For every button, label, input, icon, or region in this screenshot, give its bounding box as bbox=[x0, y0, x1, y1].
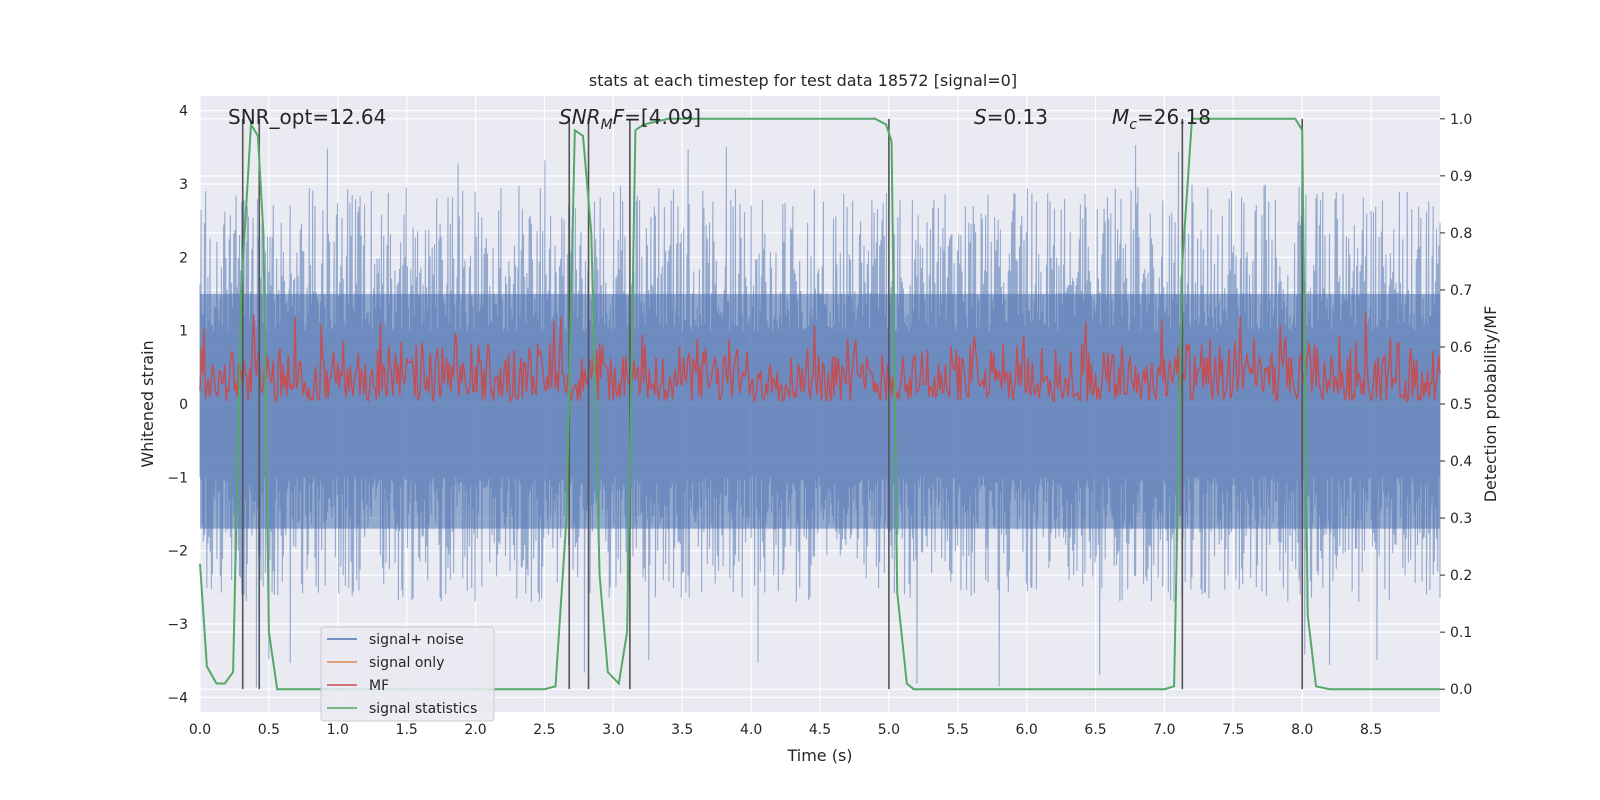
y-left-tick-label: 3 bbox=[179, 177, 188, 193]
series-mf bbox=[199, 312, 1441, 404]
signal-statistics-line bbox=[199, 117, 1440, 691]
x-tick-label: 6.5 bbox=[1084, 722, 1106, 738]
annotation-mc-sub: c bbox=[1129, 117, 1137, 133]
x-tick-label: 0.0 bbox=[189, 722, 211, 738]
x-tick-label: 5.5 bbox=[947, 722, 969, 738]
x-tick-label: 3.0 bbox=[602, 722, 624, 738]
legend-label-mf: MF bbox=[369, 678, 389, 694]
y-right-axis-ticks: 0.0 0.1 0.2 0.3 0.4 0.5 0.6 0.7 0.8 0.9 1.0 bbox=[1440, 112, 1472, 698]
annotation-s: S=0.13 bbox=[974, 105, 1048, 129]
y-right-tick-label: 0.9 bbox=[1450, 169, 1472, 185]
legend-label-signal-noise: signal+ noise bbox=[369, 632, 464, 648]
y-left-axis-label: Whitened strain bbox=[138, 340, 157, 467]
annotation-s-label: S bbox=[974, 105, 987, 129]
x-tick-label: 4.5 bbox=[809, 722, 831, 738]
y-right-tick-label: 0.1 bbox=[1450, 625, 1472, 641]
legend: signal+ noise signal only MF signal stat… bbox=[320, 626, 495, 722]
x-tick-label: 7.0 bbox=[1153, 722, 1175, 738]
vertical-markers bbox=[241, 118, 1304, 690]
y-right-tick-label: 0.2 bbox=[1450, 568, 1472, 584]
annotation-snr-mf-tail: F bbox=[613, 105, 625, 129]
mf-line bbox=[199, 312, 1441, 404]
annotation-mc-label: M bbox=[1112, 105, 1129, 129]
legend-frame bbox=[320, 626, 495, 722]
y-right-tick-label: 0.5 bbox=[1450, 397, 1472, 413]
y-right-tick-label: 0.4 bbox=[1450, 454, 1472, 470]
x-tick-label: 0.5 bbox=[258, 722, 280, 738]
x-tick-label: 1.0 bbox=[327, 722, 349, 738]
x-tick-label: 4.0 bbox=[740, 722, 762, 738]
x-axis-label: Time (s) bbox=[786, 746, 852, 765]
y-left-tick-label: 4 bbox=[179, 104, 188, 120]
x-tick-label: 2.5 bbox=[533, 722, 555, 738]
y-right-tick-label: 0.7 bbox=[1450, 283, 1472, 299]
series-signal-noise bbox=[199, 145, 1441, 688]
x-axis-ticks: 0.0 0.5 1.0 1.5 2.0 2.5 3.0 3.5 4.0 4.5 5.0 5.5 6.0 6… bbox=[189, 722, 1382, 738]
y-right-tick-label: 0.0 bbox=[1450, 682, 1472, 698]
annotation-s-value: =0.13 bbox=[987, 105, 1048, 129]
annotation-snr-mf-sub: M bbox=[601, 117, 613, 133]
y-left-tick-label: 1 bbox=[179, 324, 188, 340]
y-right-tick-label: 1.0 bbox=[1450, 112, 1472, 128]
x-tick-label: 2.0 bbox=[464, 722, 486, 738]
x-tick-label: 5.0 bbox=[878, 722, 900, 738]
chart-title: stats at each timestep for test data 185… bbox=[589, 71, 1017, 90]
x-tick-label: 1.5 bbox=[396, 722, 418, 738]
y-right-tick-label: 0.3 bbox=[1450, 511, 1472, 527]
annotation-snr-mf-value: =[4.09] bbox=[624, 105, 701, 129]
y-left-tick-label: −2 bbox=[167, 544, 188, 560]
y-left-tick-label: −3 bbox=[167, 617, 188, 633]
y-right-tick-label: 0.8 bbox=[1450, 226, 1472, 242]
annotation-snr-mf: SNRMF=[4.09] bbox=[559, 105, 701, 133]
annotation-mc-value: =26.18 bbox=[1137, 105, 1211, 129]
y-left-tick-label: −4 bbox=[167, 690, 188, 706]
annotation-snr-mf-main: SNR bbox=[559, 105, 601, 129]
y-left-tick-label: −1 bbox=[167, 470, 188, 486]
annotation-snr-opt: SNR_opt=12.64 bbox=[228, 105, 386, 129]
y-left-axis-ticks: −4 −3 −2 −1 0 1 2 3 4 bbox=[167, 104, 188, 707]
x-tick-label: 3.5 bbox=[671, 722, 693, 738]
x-tick-label: 6.0 bbox=[1016, 722, 1038, 738]
series-signal-statistics bbox=[199, 117, 1440, 691]
legend-label-signal-only: signal only bbox=[369, 655, 444, 671]
y-right-tick-label: 0.6 bbox=[1450, 340, 1472, 356]
y-right-axis-label: Detection probability/MF bbox=[1481, 306, 1500, 503]
legend-label-signal-statistics: signal statistics bbox=[369, 701, 477, 717]
annotation-mc: Mc=26.18 bbox=[1112, 105, 1211, 133]
y-left-tick-label: 0 bbox=[179, 397, 188, 413]
y-left-tick-label: 2 bbox=[179, 250, 188, 266]
x-tick-label: 8.5 bbox=[1360, 722, 1382, 738]
x-tick-label: 7.5 bbox=[1222, 722, 1244, 738]
x-tick-label: 8.0 bbox=[1291, 722, 1313, 738]
